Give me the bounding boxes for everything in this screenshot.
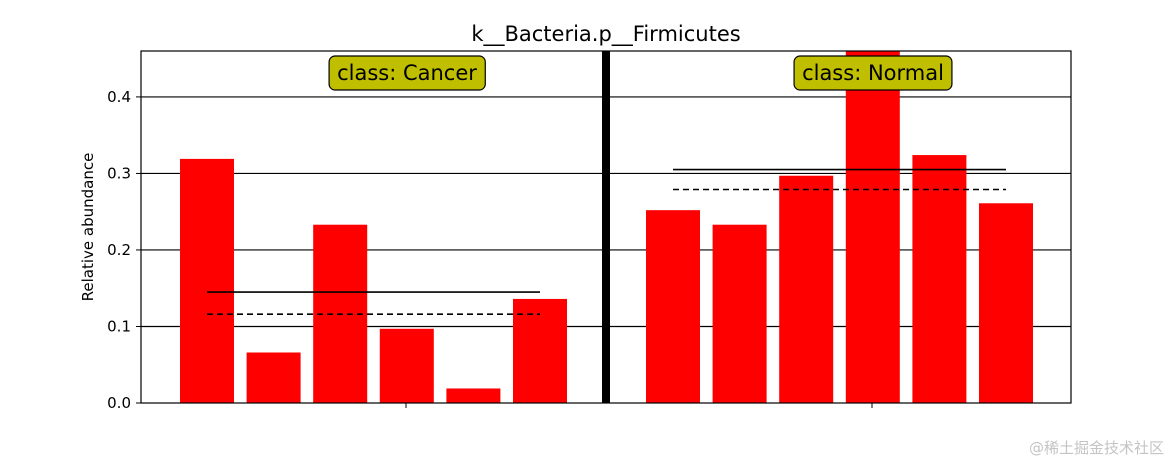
y-axis-label: Relative abundance [79, 153, 97, 302]
class-label-background [328, 55, 486, 91]
bar [446, 388, 501, 403]
class-label-box: class: Cancer [328, 55, 486, 91]
group-statistic-lines [207, 168, 1006, 316]
class-labels: class: Cancer class: Normal [328, 55, 953, 91]
plot-frame [140, 50, 1072, 404]
bar [513, 298, 567, 403]
bar [779, 175, 834, 403]
y-tick-label: 0.1 [107, 317, 131, 335]
bar [646, 210, 700, 403]
class-label-text: class: Cancer [337, 61, 477, 85]
bar [845, 51, 900, 403]
axis-ticks: 0.0 0.1 0.2 0.3 0.4 [107, 88, 873, 412]
bar [712, 224, 767, 403]
y-tick-label: 0.0 [107, 394, 131, 412]
bar [979, 203, 1033, 403]
y-tick-label: 0.3 [107, 164, 131, 182]
class-label-box: class: Normal [793, 55, 953, 91]
y-tick-label: 0.4 [107, 88, 131, 106]
bar [246, 352, 301, 403]
chart-title: k__Bacteria.p__Firmicutes [471, 22, 740, 47]
bar [180, 158, 234, 403]
class-label-text: class: Normal [802, 61, 944, 85]
watermark-text: @稀土掘金技术社区 [1028, 439, 1164, 457]
bar [912, 155, 967, 403]
y-tick-label: 0.2 [107, 241, 131, 259]
bar [379, 328, 434, 403]
class-label-background [793, 55, 953, 91]
